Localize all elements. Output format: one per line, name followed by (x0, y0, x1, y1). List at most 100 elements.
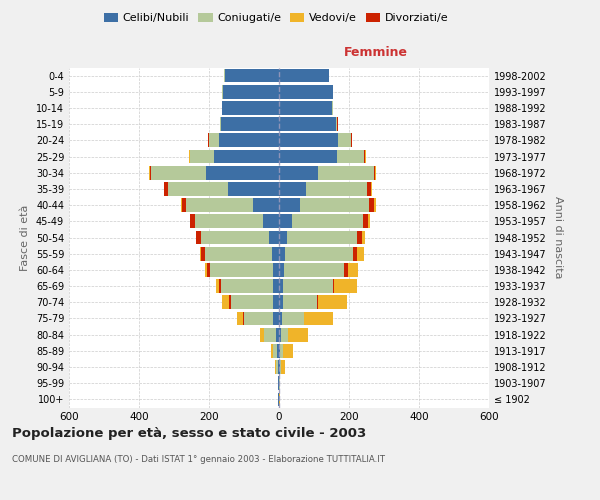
Bar (280, 344, 283, 358)
Bar (275, 360, 276, 374)
Bar (205, 247, 272, 260)
Bar (371, 182, 372, 196)
Bar (272, 296, 279, 309)
Bar (279, 328, 281, 342)
Bar (318, 166, 373, 179)
Bar (182, 198, 185, 212)
Bar (279, 85, 332, 98)
Bar (181, 198, 182, 212)
Bar (374, 198, 376, 212)
Bar (279, 118, 336, 131)
Bar (363, 214, 368, 228)
Bar (358, 230, 362, 244)
Bar (284, 263, 344, 277)
Bar (228, 182, 279, 196)
Bar (272, 312, 279, 326)
Bar (211, 263, 272, 277)
Y-axis label: Fasce di età: Fasce di età (20, 204, 30, 270)
Bar (281, 328, 288, 342)
Bar (279, 214, 292, 228)
Legend: Celibi/Nubili, Coniugati/e, Vedovi/e, Divorziati/e: Celibi/Nubili, Coniugati/e, Vedovi/e, Di… (100, 8, 452, 28)
Bar (230, 296, 272, 309)
Bar (334, 279, 357, 293)
Bar (205, 263, 207, 277)
Bar (307, 182, 367, 196)
Text: Popolazione per età, sesso e stato civile - 2003: Popolazione per età, sesso e stato civil… (12, 428, 366, 440)
Bar (168, 182, 228, 196)
Bar (194, 214, 263, 228)
Bar (373, 166, 375, 179)
Bar (273, 344, 277, 358)
Bar (375, 166, 376, 179)
Text: Femmine: Femmine (344, 46, 407, 59)
Bar (220, 118, 221, 131)
Bar (237, 312, 244, 326)
Bar (279, 296, 283, 309)
Bar (149, 166, 151, 179)
Bar (279, 230, 287, 244)
Bar (367, 182, 371, 196)
Bar (364, 150, 365, 164)
Bar (279, 263, 284, 277)
Bar (223, 85, 279, 98)
Bar (338, 134, 351, 147)
Bar (283, 279, 333, 293)
Bar (370, 198, 374, 212)
Bar (272, 263, 279, 277)
Bar (279, 312, 282, 326)
Bar (368, 214, 370, 228)
Bar (196, 230, 200, 244)
Bar (317, 296, 318, 309)
Y-axis label: Anni di nascita: Anni di nascita (553, 196, 563, 279)
Bar (279, 198, 300, 212)
Bar (300, 198, 370, 212)
Bar (318, 296, 347, 309)
Bar (279, 166, 318, 179)
Bar (222, 296, 229, 309)
Bar (365, 150, 366, 164)
Bar (358, 247, 364, 260)
Bar (219, 279, 221, 293)
Bar (205, 166, 279, 179)
Bar (278, 360, 279, 374)
Bar (185, 198, 253, 212)
Bar (225, 68, 279, 82)
Bar (200, 230, 269, 244)
Bar (244, 312, 272, 326)
Bar (304, 312, 333, 326)
Bar (279, 150, 337, 164)
Bar (336, 118, 337, 131)
Bar (279, 68, 329, 82)
Bar (277, 344, 279, 358)
Bar (279, 279, 283, 293)
Bar (279, 344, 280, 358)
Bar (214, 150, 279, 164)
Bar (151, 166, 205, 179)
Bar (286, 247, 353, 260)
Bar (190, 214, 194, 228)
Bar (279, 360, 280, 374)
Bar (221, 118, 279, 131)
Bar (276, 360, 278, 374)
Bar (279, 101, 332, 115)
Bar (200, 247, 205, 260)
Bar (223, 101, 279, 115)
Bar (208, 134, 209, 147)
Bar (332, 101, 333, 115)
Bar (337, 150, 364, 164)
Bar (288, 328, 308, 342)
Bar (283, 296, 317, 309)
Bar (278, 392, 279, 406)
Bar (279, 182, 307, 196)
Bar (263, 214, 279, 228)
Bar (190, 150, 214, 164)
Bar (221, 101, 223, 115)
Bar (209, 134, 219, 147)
Bar (279, 247, 286, 260)
Bar (219, 134, 279, 147)
Bar (215, 279, 219, 293)
Bar (229, 296, 230, 309)
Bar (282, 312, 304, 326)
Bar (275, 328, 279, 342)
Bar (362, 230, 365, 244)
